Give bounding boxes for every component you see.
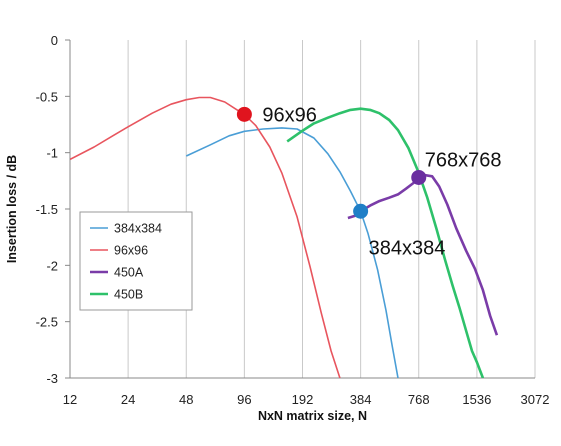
legend-label-450a: 450A <box>114 266 144 280</box>
legend-label-450b: 450B <box>114 288 143 302</box>
marker-768x768 <box>411 169 427 185</box>
series-line-384x384 <box>185 127 399 378</box>
x-tick-label: 384 <box>350 392 372 407</box>
annotation-96x96: 96x96 <box>262 104 317 126</box>
marker-384x384 <box>353 203 369 219</box>
x-tick-label: 3072 <box>521 392 550 407</box>
y-tick-label: -1 <box>46 146 58 161</box>
y-tick-label: -3 <box>46 371 58 386</box>
axes <box>65 39 535 379</box>
x-tick-label: 768 <box>408 392 430 407</box>
x-axis-label: NxN matrix size, N <box>258 409 367 423</box>
legend-label-96x96: 96x96 <box>114 244 148 258</box>
y-axis-label: Insertion loss / dB <box>5 155 19 263</box>
marker-96x96 <box>236 106 252 122</box>
series-line-96x96 <box>70 96 341 378</box>
y-tick-label: 0 <box>51 33 58 48</box>
y-tick-label: -2 <box>46 258 58 273</box>
legend: 384x384 96x96 450A 450B <box>79 211 193 311</box>
legend-label-384x384: 384x384 <box>114 222 162 236</box>
x-tick-label: 192 <box>292 392 314 407</box>
x-tick-label: 24 <box>121 392 135 407</box>
y-tick-label: -1.5 <box>36 202 58 217</box>
x-tick-label: 96 <box>237 392 251 407</box>
x-tick-label: 48 <box>179 392 193 407</box>
y-tick-label: -2.5 <box>36 315 58 330</box>
grid <box>127 40 536 378</box>
annotation-768x768: 768x768 <box>425 149 502 171</box>
y-tick-label: -0.5 <box>36 89 58 104</box>
markers: 96x96 384x384 768x768 <box>236 104 502 259</box>
annotation-384x384: 384x384 <box>369 237 446 259</box>
tick-labels: 12 24 48 96 192 384 768 1536 3072 0 -0.5 -1 -1.5 -2 -2… <box>36 33 550 407</box>
x-tick-label: 1536 <box>462 392 491 407</box>
series-line-450b <box>286 107 485 378</box>
x-tick-label: 12 <box>63 392 77 407</box>
